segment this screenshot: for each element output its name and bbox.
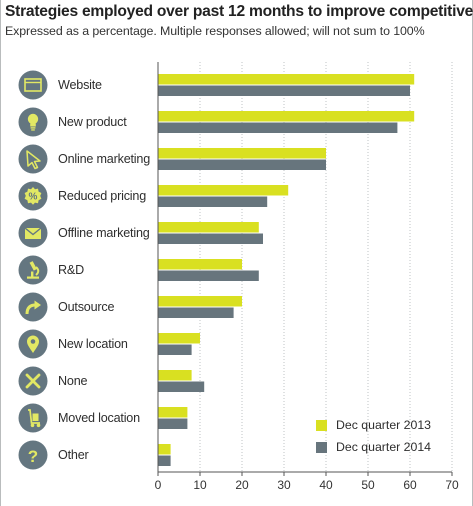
category-label-moved-location: Moved location [58, 410, 140, 425]
category-label-outsource: Outsource [58, 299, 115, 314]
bar-2013-other [158, 444, 171, 455]
x-tick-label-40: 40 [319, 478, 333, 492]
light-bulb-icon [18, 107, 48, 137]
x-tick-label-0: 0 [154, 478, 162, 492]
bar-2013-new-product [158, 111, 415, 122]
category-label-online-marketing: Online marketing [58, 151, 150, 166]
category-label-none: None [58, 373, 88, 388]
chart-subtitle: Expressed as a percentage. Multiple resp… [5, 24, 425, 38]
bar-2014-website [158, 85, 410, 96]
bar-2014-reduced-pricing [158, 196, 268, 207]
legend-label-2013: Dec quarter 2013 [336, 418, 432, 432]
bar-2014-new-product [158, 122, 398, 133]
legend-label-2014: Dec quarter 2014 [336, 440, 432, 454]
browser-window-icon [18, 70, 48, 100]
bar-2013-r-d [158, 259, 242, 270]
bar-2014-online-marketing [158, 159, 326, 170]
svg-text:%: % [29, 191, 38, 202]
category-label-r-d: R&D [58, 262, 84, 277]
category-label-offline-marketing: Offline marketing [58, 225, 150, 240]
location-pin-icon [18, 329, 48, 359]
frame-left-border [0, 0, 1, 506]
bar-2014-offline-marketing [158, 233, 263, 244]
bar-2013-outsource [158, 296, 242, 307]
x-tick-label-10: 10 [193, 478, 207, 492]
category-label-new-product: New product [58, 114, 127, 129]
x-tick-label-20: 20 [235, 478, 249, 492]
legend-swatch-2014 [316, 442, 327, 453]
curved-arrow-icon [18, 292, 48, 322]
microscope-icon [18, 255, 48, 285]
x-tick-label-70: 70 [445, 478, 459, 492]
cursor-arrow-icon [18, 144, 48, 174]
category-label-reduced-pricing: Reduced pricing [58, 188, 147, 203]
category-label-other: Other [58, 447, 89, 462]
svg-text:?: ? [28, 447, 38, 466]
bar-2013-moved-location [158, 407, 188, 418]
bar-2014-new-location [158, 344, 192, 355]
chart-title: Strategies employed over past 12 months … [5, 3, 473, 20]
legend-swatch-2013 [316, 420, 327, 431]
category-label-website: Website [58, 77, 102, 92]
x-tick-label-50: 50 [361, 478, 375, 492]
hand-truck-icon [18, 403, 48, 433]
bar-2013-new-location [158, 333, 200, 344]
bar-2013-website [158, 74, 415, 85]
bar-2014-outsource [158, 307, 234, 318]
question-mark-icon: ? [18, 440, 48, 470]
cross-icon [18, 366, 48, 396]
x-tick-label-60: 60 [403, 478, 417, 492]
bar-2013-online-marketing [158, 148, 326, 159]
bar-2014-moved-location [158, 418, 188, 429]
bar-2013-none [158, 370, 192, 381]
bar-2013-offline-marketing [158, 222, 259, 233]
bar-2014-none [158, 381, 205, 392]
percent-badge-icon: % [18, 181, 48, 211]
envelope-icon [18, 218, 48, 248]
bar-2014-r-d [158, 270, 259, 281]
bar-2013-reduced-pricing [158, 185, 289, 196]
bar-2014-other [158, 455, 171, 466]
x-tick-label-30: 30 [277, 478, 291, 492]
category-label-new-location: New location [58, 336, 128, 351]
